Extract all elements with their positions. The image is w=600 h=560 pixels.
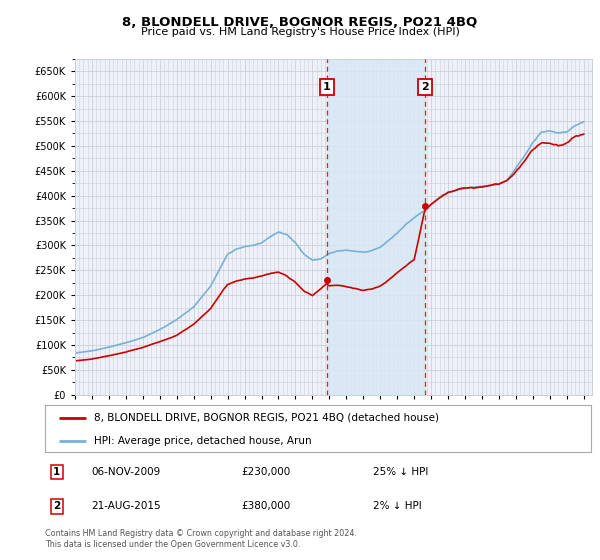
Text: Price paid vs. HM Land Registry's House Price Index (HPI): Price paid vs. HM Land Registry's House …: [140, 27, 460, 37]
Text: 06-NOV-2009: 06-NOV-2009: [91, 467, 161, 477]
Text: 8, BLONDELL DRIVE, BOGNOR REGIS, PO21 4BQ: 8, BLONDELL DRIVE, BOGNOR REGIS, PO21 4B…: [122, 16, 478, 29]
Bar: [327, 59, 425, 395]
Text: 21-AUG-2015: 21-AUG-2015: [91, 501, 161, 511]
Text: 2% ↓ HPI: 2% ↓ HPI: [373, 501, 421, 511]
Text: £380,000: £380,000: [242, 501, 291, 511]
Text: 1: 1: [53, 467, 61, 477]
Text: 25% ↓ HPI: 25% ↓ HPI: [373, 467, 428, 477]
Text: 2: 2: [53, 501, 61, 511]
Text: 2: 2: [421, 82, 429, 92]
Text: Contains HM Land Registry data © Crown copyright and database right 2024.
This d: Contains HM Land Registry data © Crown c…: [45, 529, 357, 549]
Text: HPI: Average price, detached house, Arun: HPI: Average price, detached house, Arun: [94, 436, 312, 446]
Text: 8, BLONDELL DRIVE, BOGNOR REGIS, PO21 4BQ (detached house): 8, BLONDELL DRIVE, BOGNOR REGIS, PO21 4B…: [94, 413, 439, 423]
Text: 1: 1: [323, 82, 331, 92]
Text: £230,000: £230,000: [242, 467, 291, 477]
